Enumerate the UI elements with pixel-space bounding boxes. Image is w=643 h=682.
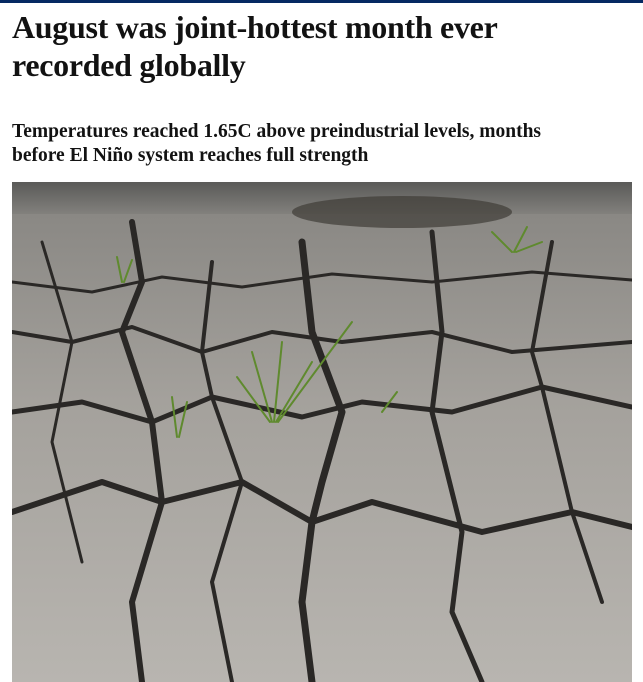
standfirst: Temperatures reached 1.65C above preindu…: [12, 121, 542, 166]
headline[interactable]: August was joint-hottest month ever reco…: [12, 9, 497, 83]
top-bar: [0, 0, 643, 3]
article-image[interactable]: [12, 182, 632, 682]
